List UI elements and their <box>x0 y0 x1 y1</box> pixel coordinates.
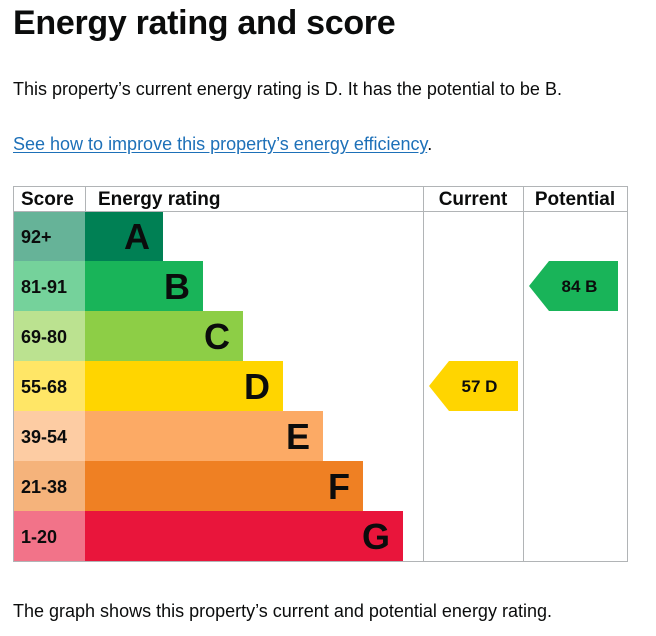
band-bar-b <box>85 261 203 311</box>
band-score-range-f: 21-38 <box>21 477 67 497</box>
improve-link-suffix: . <box>427 134 433 154</box>
band-score-cell-c <box>13 311 85 361</box>
band-score-range-a: 92+ <box>21 227 52 247</box>
current-arrow <box>429 361 518 411</box>
band-bar-e <box>85 411 323 461</box>
band-letter-c: C <box>204 316 230 357</box>
band-letter-d: D <box>244 366 270 407</box>
rating-summary: This property’s current energy rating is… <box>13 79 562 99</box>
band-score-cell-a <box>13 211 85 261</box>
page-title: Energy rating and score <box>13 4 396 42</box>
header-current: Current <box>439 189 508 210</box>
chart-caption: The graph shows this property’s current … <box>13 601 552 621</box>
band-letter-a: A <box>124 216 150 257</box>
improve-paragraph: See how to improve this property’s energ… <box>13 134 432 155</box>
band-score-cell-b <box>13 261 85 311</box>
band-letter-f: F <box>328 466 350 507</box>
chart-border <box>13 186 628 562</box>
header-potential: Potential <box>535 189 615 210</box>
potential-rating-label: 84 B <box>562 277 598 296</box>
band-bar-c <box>85 311 243 361</box>
band-score-cell-d <box>13 361 85 411</box>
energy-rating-chart: 92+ A 81-91 B 69-80 C 55-68 D 39-54 E 21-38 F 1-20 G S… <box>13 186 628 562</box>
current-rating-label: 57 D <box>462 377 498 396</box>
band-bar-a <box>85 211 163 261</box>
band-score-range-g: 1-20 <box>21 527 57 547</box>
band-score-range-e: 39-54 <box>21 427 67 447</box>
improve-efficiency-link[interactable]: See how to improve this property’s energ… <box>13 134 428 154</box>
band-bar-g <box>85 511 403 561</box>
band-bar-f <box>85 461 363 511</box>
band-score-cell-e <box>13 411 85 461</box>
band-letter-b: B <box>164 266 190 307</box>
band-score-cell-f <box>13 461 85 511</box>
band-score-range-d: 55-68 <box>21 377 67 397</box>
band-score-range-b: 81-91 <box>21 277 67 297</box>
header-score: Score <box>21 189 74 210</box>
header-energy-rating: Energy rating <box>98 189 220 210</box>
band-score-cell-g <box>13 511 85 561</box>
potential-arrow <box>529 261 618 311</box>
band-letter-g: G <box>362 516 390 557</box>
band-letter-e: E <box>286 416 310 457</box>
band-score-range-c: 69-80 <box>21 327 67 347</box>
band-bar-d <box>85 361 283 411</box>
